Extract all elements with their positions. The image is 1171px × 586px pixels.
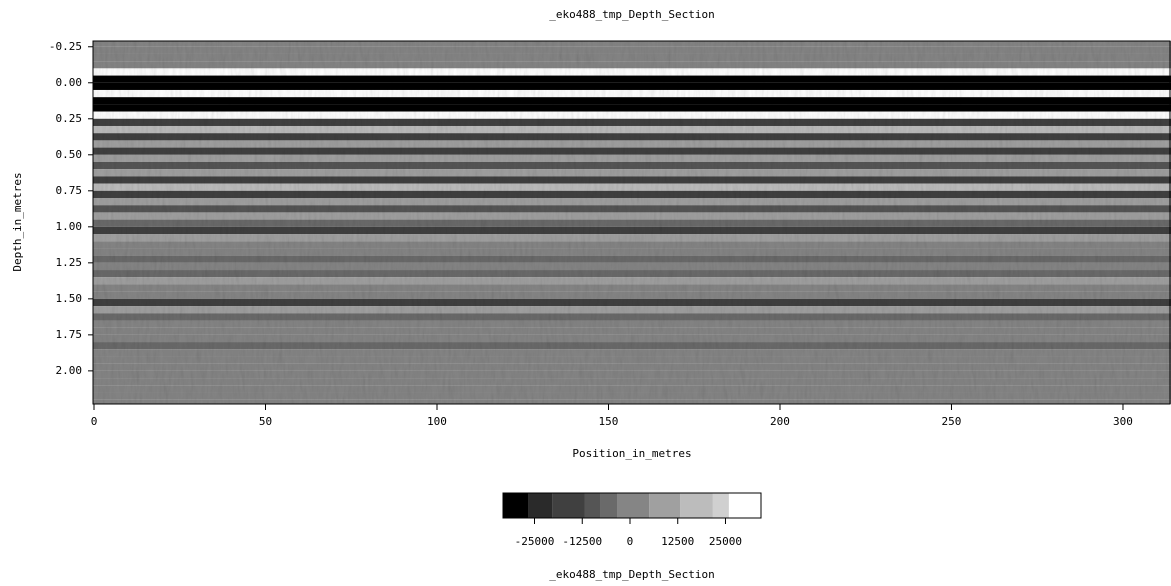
colorbar-tick-label: 25000 [709, 535, 742, 548]
y-tick-label: 1.00 [56, 220, 83, 233]
colorbar-tick-label: 12500 [661, 535, 694, 548]
y-tick-label: 1.75 [56, 328, 83, 341]
colorbar-tick-label: -12500 [562, 535, 602, 548]
x-axis-label: Position_in_metres [572, 447, 691, 460]
colorbar-swatch [649, 493, 681, 518]
x-tick-label: 200 [770, 415, 790, 428]
colorbar-swatch [552, 493, 585, 518]
colorbar-swatch [600, 493, 618, 518]
x-tick-label: 100 [427, 415, 447, 428]
colorbar-title: _eko488_tmp_Depth_Section [549, 568, 715, 581]
y-tick-label: 0.50 [56, 148, 83, 161]
colorbar-swatch [503, 493, 529, 518]
chart-title: _eko488_tmp_Depth_Section [549, 8, 715, 21]
y-axis-label: Depth_in_metres [11, 172, 24, 271]
y-tick-label: 1.25 [56, 256, 83, 269]
colorbar-swatch [617, 493, 650, 518]
x-tick-label: 50 [259, 415, 272, 428]
colorbar-frame [502, 492, 762, 519]
colorbar-swatch [712, 493, 729, 518]
y-tick-label: -0.25 [49, 40, 82, 53]
colorbar-swatch [728, 493, 761, 518]
y-tick-label: 2.00 [56, 364, 83, 377]
x-tick-label: 250 [942, 415, 962, 428]
colorbar-swatch [680, 493, 713, 518]
texture [93, 41, 1171, 404]
y-tick-label: 0.00 [56, 76, 83, 89]
colorbar-swatch [584, 493, 601, 518]
y-tick-label: 0.75 [56, 184, 83, 197]
colorbar-tick-label: 0 [627, 535, 634, 548]
colorbar-tick-label: -25000 [515, 535, 555, 548]
x-tick-label: 300 [1113, 415, 1133, 428]
x-tick-label: 0 [91, 415, 98, 428]
y-tick-label: 1.50 [56, 292, 83, 305]
plot-frame [92, 40, 1171, 405]
x-tick-label: 150 [599, 415, 619, 428]
y-tick-label: 0.25 [56, 112, 83, 125]
colorbar-swatch [528, 493, 553, 518]
